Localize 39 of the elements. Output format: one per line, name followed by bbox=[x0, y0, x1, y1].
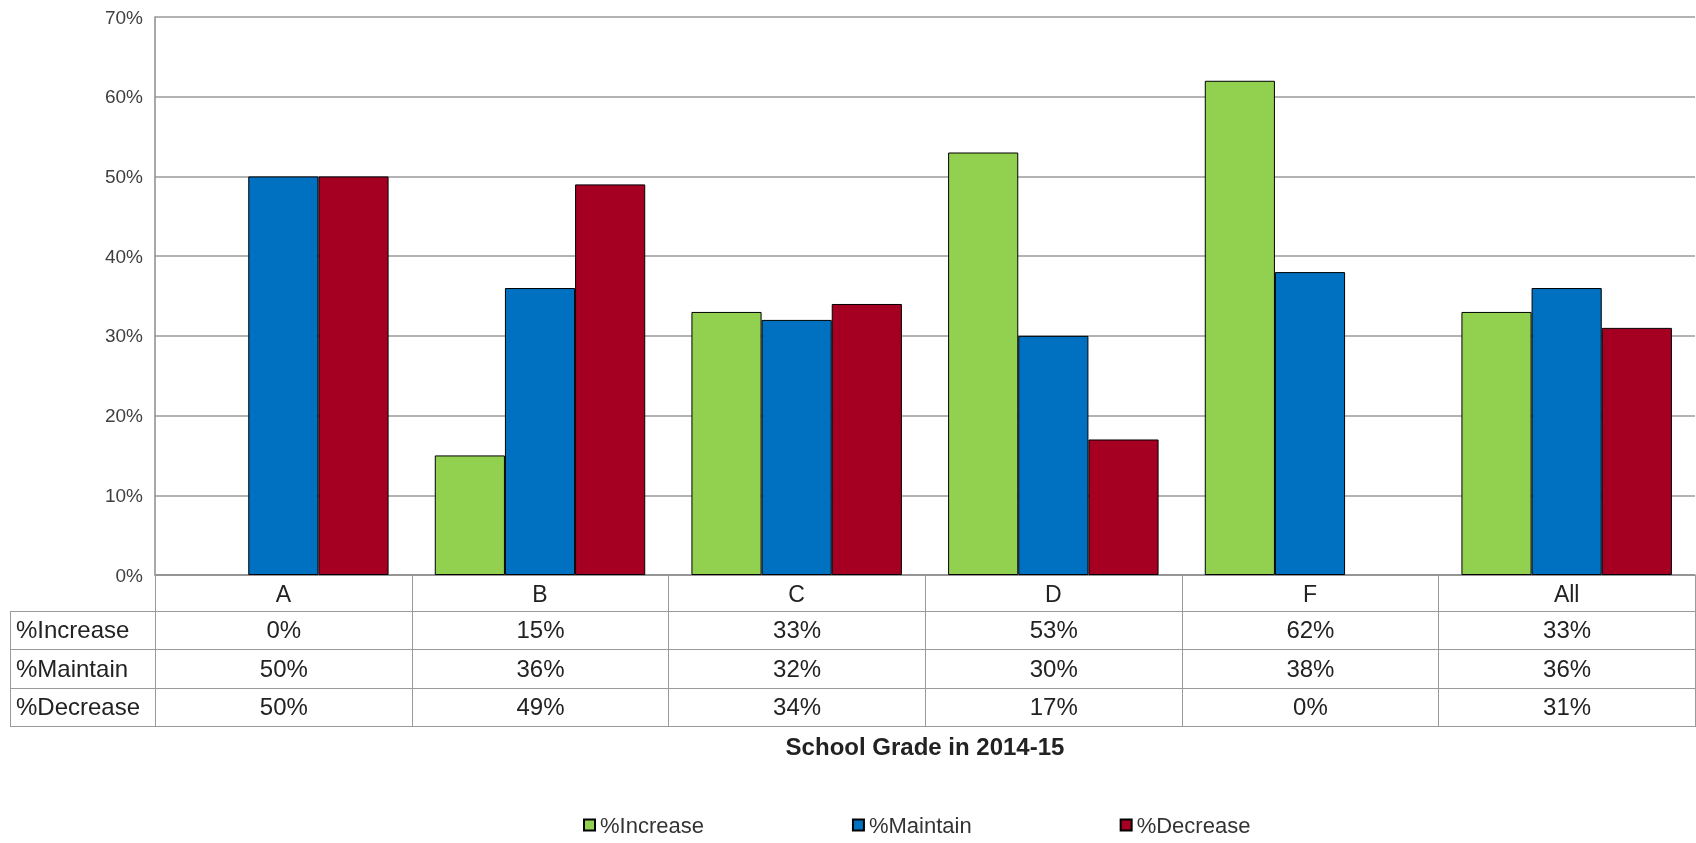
data-label: 36% bbox=[412, 649, 669, 688]
y-tick-label: 60% bbox=[104, 86, 144, 108]
text: School Grade in 2014-15 bbox=[785, 732, 1065, 761]
x-tick-label: F bbox=[1302, 580, 1318, 607]
legend-label: %Decrease bbox=[1136, 812, 1251, 838]
y-tick-label: 30% bbox=[104, 325, 144, 347]
data-label: 30% bbox=[925, 649, 1183, 688]
data-label: 32% bbox=[668, 649, 926, 688]
y-tick-label: 10% bbox=[104, 484, 144, 506]
text: %Maintain bbox=[16, 654, 129, 682]
x-tick-label: D bbox=[1045, 580, 1062, 607]
y-tick-label: 0% bbox=[115, 564, 144, 586]
data-label: 34% bbox=[668, 688, 926, 727]
y-tick-label: 20% bbox=[104, 405, 144, 427]
x-tick-label: All bbox=[1553, 580, 1580, 607]
data-label: 38% bbox=[1182, 649, 1439, 688]
legend-label: %Increase bbox=[600, 812, 704, 838]
data-label: 0% bbox=[1182, 688, 1439, 727]
data-label: 33% bbox=[668, 611, 926, 650]
data-label: 53% bbox=[925, 611, 1183, 650]
text: %Decrease bbox=[16, 693, 141, 721]
data-label: 50% bbox=[155, 688, 413, 727]
y-tick-label: 40% bbox=[104, 245, 144, 267]
x-tick-label: A bbox=[275, 580, 292, 607]
data-label: 36% bbox=[1438, 649, 1696, 688]
data-label: 0% bbox=[155, 611, 413, 650]
text: %Increase bbox=[16, 616, 130, 644]
data-label: 62% bbox=[1182, 611, 1439, 650]
y-tick-label: 70% bbox=[104, 6, 144, 28]
data-label: 17% bbox=[925, 688, 1183, 727]
data-label: 49% bbox=[412, 688, 669, 727]
data-label: 31% bbox=[1438, 688, 1696, 727]
y-tick-label: 50% bbox=[104, 165, 144, 187]
x-tick-label: C bbox=[788, 580, 805, 607]
legend-label: %Maintain bbox=[868, 812, 972, 838]
data-label: 33% bbox=[1438, 611, 1696, 650]
x-tick-label: B bbox=[532, 580, 548, 607]
data-label: 15% bbox=[412, 611, 669, 650]
data-label: 50% bbox=[155, 649, 413, 688]
